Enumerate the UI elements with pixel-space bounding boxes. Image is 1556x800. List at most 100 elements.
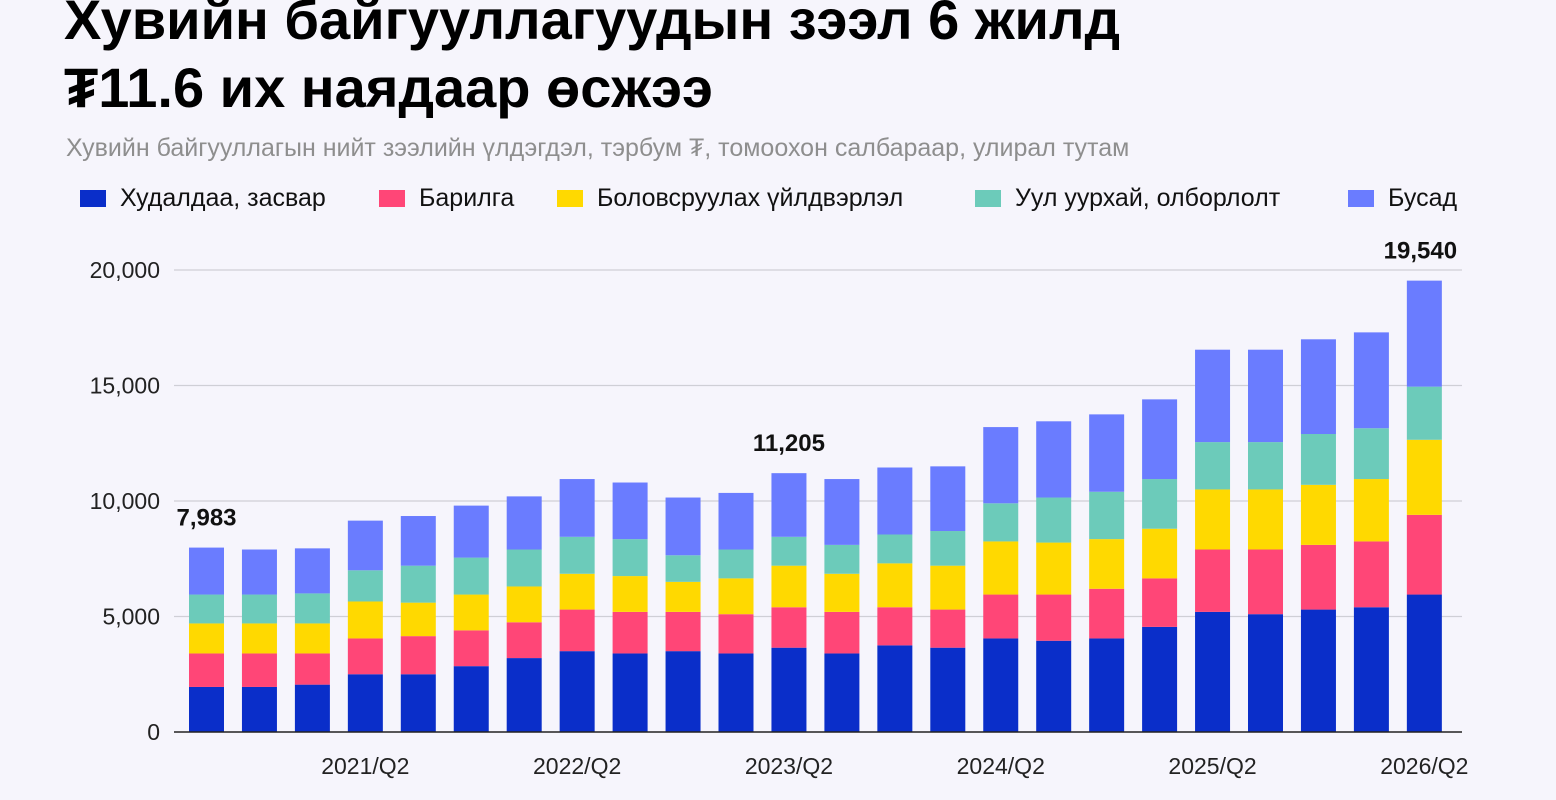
x-tick-label: 2025/Q2	[1168, 753, 1256, 779]
bar-segment	[930, 466, 966, 532]
bar-segment	[612, 653, 648, 732]
bar-segment	[241, 686, 277, 732]
bar-segment	[1248, 549, 1283, 615]
y-tick-label: 20,000	[90, 257, 160, 283]
bar-segment	[189, 623, 224, 654]
bar-segment	[983, 594, 1019, 639]
total-value-label: 19,540	[1384, 238, 1457, 265]
bar-segment	[718, 549, 754, 579]
y-tick-label: 0	[147, 719, 160, 745]
x-tick-label: 2023/Q2	[745, 753, 833, 779]
bar-segment	[453, 666, 489, 732]
legend-item-construction: Барилга	[379, 184, 514, 213]
bar-segment	[771, 536, 807, 566]
total-value-label: 11,205	[753, 430, 825, 457]
bar-segment	[930, 531, 966, 566]
bar-segment	[1353, 541, 1389, 608]
bar-segment	[1089, 491, 1125, 540]
bar-segment	[1195, 442, 1231, 490]
chart-title: Хувийн байгууллагуудын зээл 6 жилд ₮11.6…	[64, 0, 1524, 122]
bar-segment	[1089, 539, 1125, 589]
bar-segment	[241, 623, 277, 654]
bar-segment	[1406, 386, 1442, 440]
bar-segment	[400, 565, 436, 603]
bar-segment	[506, 586, 542, 623]
bar-segment	[930, 647, 966, 732]
bar-segment	[347, 674, 383, 732]
bar-segment	[189, 547, 224, 595]
bar-segment	[1142, 399, 1178, 480]
bar-segment	[1142, 626, 1178, 732]
bar-segment	[453, 594, 489, 631]
bar-segment	[771, 607, 807, 648]
bar-segment	[1353, 479, 1389, 542]
bar-segment	[718, 578, 754, 615]
chart-legend: Худалдаа, засвар Барилга Боловсруулах үй…	[80, 184, 1480, 216]
legend-swatch-other	[1348, 190, 1374, 207]
bar-segment	[347, 638, 383, 675]
legend-swatch-manufacturing	[557, 190, 583, 207]
bar-segment	[347, 520, 383, 571]
legend-item-mining: Уул уурхай, олборлолт	[975, 184, 1280, 213]
bar-segment	[453, 505, 489, 558]
bar-segment	[1195, 611, 1231, 732]
bar-segment	[347, 570, 383, 602]
bar-segment	[189, 594, 224, 624]
bar-segment	[294, 623, 330, 654]
bar-segment	[1089, 588, 1125, 639]
bar-segment	[294, 548, 330, 594]
legend-label-manufacturing: Боловсруулах үйлдвэрлэл	[597, 184, 904, 212]
legend-label-mining: Уул уурхай, олборлолт	[1015, 184, 1281, 212]
bar-segment	[189, 686, 224, 732]
chart-title-line-2: ₮11.6 их наядаар өсжээ	[64, 56, 713, 119]
bar-segment	[241, 549, 277, 595]
bar-segment	[559, 479, 595, 537]
bar-segment	[400, 636, 436, 675]
bar-segment	[1248, 349, 1283, 443]
bar-segment	[347, 601, 383, 639]
bar-segment	[771, 647, 807, 732]
bar-segment	[612, 576, 648, 612]
bar-segment	[1036, 542, 1072, 595]
bar-segment	[1142, 578, 1178, 627]
bar-segment	[771, 565, 807, 608]
bar-segment	[877, 607, 913, 646]
x-tick-label: 2021/Q2	[321, 753, 409, 779]
bar-segment	[506, 658, 542, 732]
bar-segment	[1300, 544, 1336, 610]
bar-segment	[1353, 607, 1389, 732]
bar-segment	[400, 516, 436, 566]
bar-segment	[718, 492, 754, 550]
bar-segment	[1300, 609, 1336, 732]
bar-segment	[400, 602, 436, 637]
legend-label-other: Бусад	[1388, 184, 1458, 212]
bar-segment	[559, 536, 595, 574]
bar-segment	[824, 653, 860, 732]
bar-segment	[877, 645, 913, 732]
bar-segment	[1248, 614, 1283, 732]
bar-segment	[824, 573, 860, 612]
bar-segment	[1036, 421, 1072, 498]
bar-segment	[718, 614, 754, 654]
bar-segment	[1036, 594, 1072, 641]
bar-segment	[294, 653, 330, 685]
bar-segment	[559, 609, 595, 652]
bar-segment	[1248, 442, 1283, 490]
bar-segment	[665, 611, 701, 652]
bar-segment	[1195, 489, 1231, 550]
x-tick-label: 2026/Q2	[1380, 753, 1468, 779]
y-tick-label: 5,000	[102, 604, 160, 630]
bar-segment	[506, 496, 542, 550]
bar-segment	[1142, 479, 1178, 529]
bar-segment	[1089, 638, 1125, 732]
bar-segment	[1195, 549, 1231, 612]
x-tick-label: 2022/Q2	[533, 753, 621, 779]
bar-segment	[1036, 497, 1072, 543]
bar-segment	[189, 653, 224, 687]
bar-segment	[983, 638, 1019, 732]
bar-segment	[1353, 428, 1389, 480]
bar-segment	[824, 611, 860, 654]
bar-segment	[241, 653, 277, 687]
bar-segment	[718, 653, 754, 732]
